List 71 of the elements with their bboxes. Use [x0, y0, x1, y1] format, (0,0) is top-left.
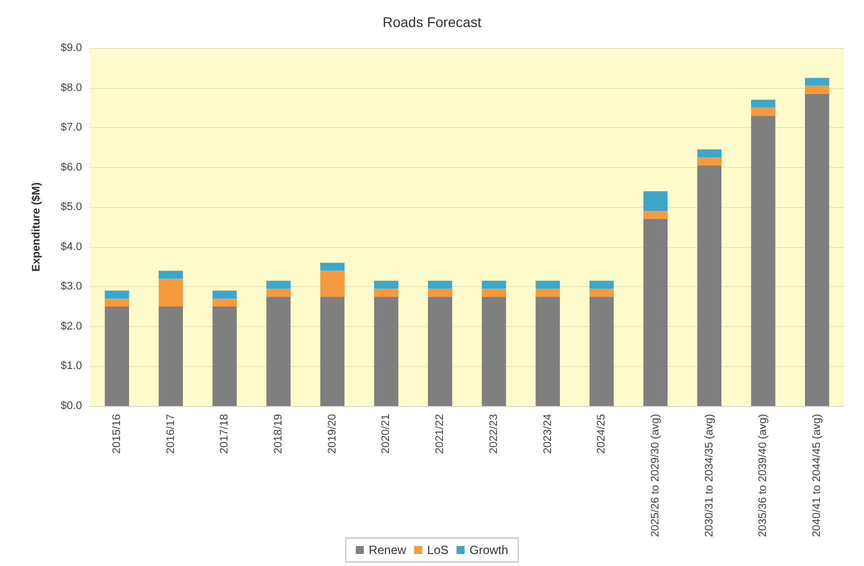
x-tick-label: 2040/41 to 2044/45 (avg)	[811, 414, 824, 537]
bar	[697, 157, 722, 166]
bar	[158, 306, 183, 406]
y-tick-label: $2.0	[60, 320, 82, 332]
bar	[428, 280, 452, 289]
x-tick-label: 2016/17	[164, 414, 177, 454]
y-axis-title: Expenditure ($M)	[30, 182, 42, 272]
bar	[536, 296, 560, 406]
bar	[751, 116, 776, 406]
x-tick-label: 2035/36 to 2039/40 (avg)	[757, 414, 770, 537]
y-tick-label: $1.0	[60, 360, 82, 372]
bar	[266, 296, 291, 406]
legend-label: Renew	[368, 543, 406, 557]
y-tick-label: $3.0	[60, 280, 82, 293]
bar	[374, 296, 398, 406]
bar	[212, 306, 237, 406]
bar	[697, 149, 722, 158]
bar	[751, 100, 776, 108]
bar	[104, 290, 130, 299]
bar	[320, 262, 344, 271]
x-tick-label: 2030/31 to 2034/35 (avg)	[703, 414, 716, 537]
bar	[536, 288, 560, 297]
bar	[212, 290, 237, 299]
bar	[266, 288, 291, 297]
bar	[643, 211, 668, 220]
bar	[320, 270, 344, 297]
y-tick-label: $0.0	[60, 400, 82, 412]
chart-title: Roads Forecast	[382, 14, 482, 30]
bar	[590, 288, 614, 297]
bar	[804, 78, 830, 86]
bar	[374, 280, 398, 289]
x-tick-label: 2021/22	[434, 414, 446, 454]
x-tick-label: 2022/23	[488, 414, 500, 454]
y-tick-label: $9.0	[60, 42, 82, 54]
bar	[320, 296, 344, 406]
legend-label: Growth	[470, 543, 508, 557]
bar	[751, 108, 776, 116]
y-tick-label: $4.0	[60, 240, 82, 253]
x-tick-label: 2024/25	[596, 414, 608, 454]
bar	[428, 288, 452, 297]
bar	[158, 278, 183, 307]
bar	[428, 296, 452, 406]
y-tick-label: $5.0	[60, 201, 82, 214]
bar	[212, 298, 237, 307]
x-tick-label: 2025/26 to 2029/30 (avg)	[650, 414, 662, 537]
bar	[482, 280, 506, 289]
y-tick-label: $7.0	[60, 122, 82, 134]
bar	[697, 165, 722, 406]
bar	[266, 280, 291, 289]
bar	[590, 280, 614, 289]
bar	[643, 191, 668, 212]
x-tick-label: 2019/20	[326, 414, 338, 454]
bar	[804, 86, 830, 94]
x-tick-label: 2018/19	[272, 414, 284, 454]
x-tick-label: 2020/21	[380, 414, 392, 454]
bar	[158, 270, 183, 279]
bar	[536, 280, 560, 289]
x-tick-label: 2023/24	[542, 414, 554, 454]
bar	[104, 306, 130, 406]
bar	[104, 298, 130, 307]
x-tick-label: 2017/18	[218, 414, 231, 454]
bar	[804, 94, 830, 406]
bar	[374, 288, 398, 297]
bar	[482, 296, 506, 406]
x-tick-label: 2015/16	[110, 414, 123, 454]
bar	[482, 288, 506, 297]
legend-label: LoS	[427, 543, 449, 557]
bar	[590, 296, 614, 406]
y-tick-label: $8.0	[60, 82, 82, 94]
bar	[643, 219, 668, 406]
y-tick-label: $6.0	[60, 161, 82, 174]
